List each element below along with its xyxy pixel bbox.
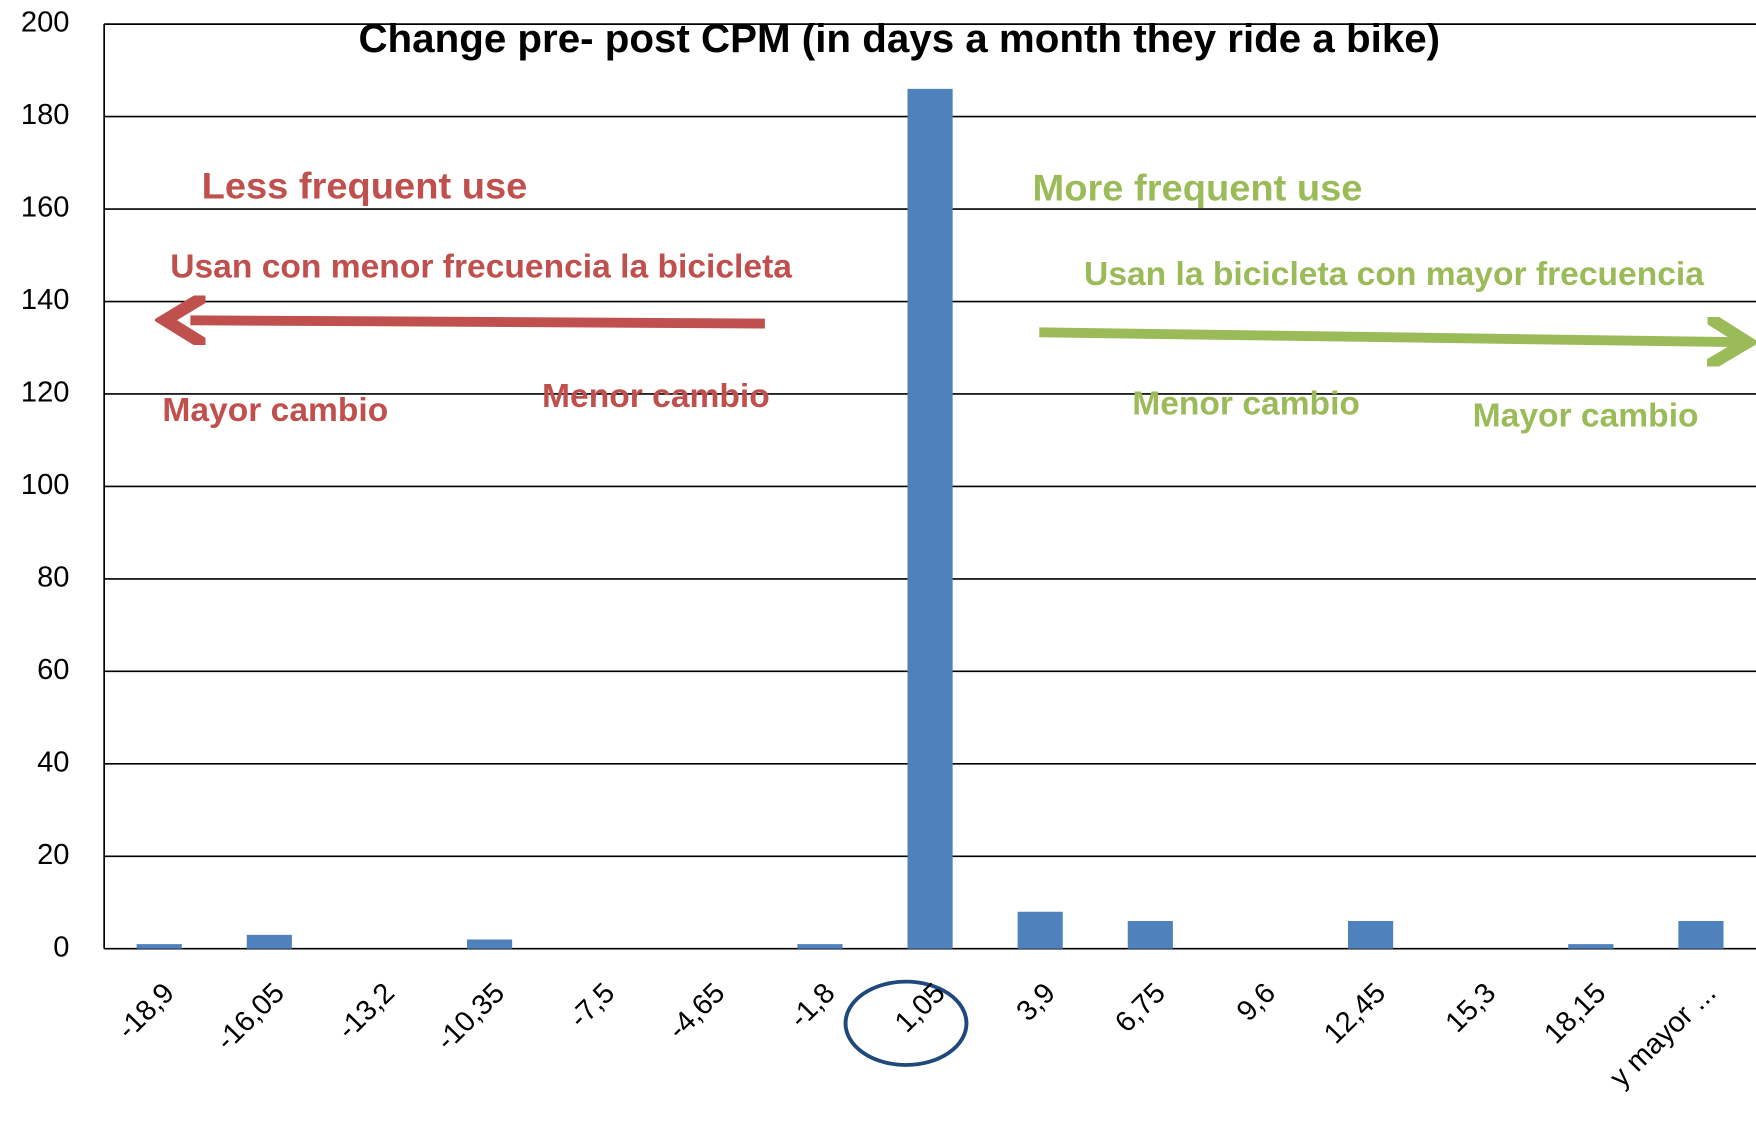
- x-tick-label: 6,75: [1109, 977, 1172, 1039]
- y-tick-label: 40: [37, 747, 69, 779]
- y-tick-label: 0: [53, 932, 69, 964]
- y-tick-label: 60: [37, 654, 69, 686]
- x-tick-label: -4,65: [662, 977, 732, 1045]
- x-tick-label: 1,05: [889, 977, 952, 1039]
- x-tick-label: -7,5: [563, 977, 621, 1034]
- chart-title: Change pre- post CPM (in days a month th…: [358, 17, 1440, 61]
- y-tick-label: 20: [37, 839, 69, 871]
- x-tick-label: -13,2: [331, 977, 401, 1045]
- x-tick-label: 18,15: [1538, 977, 1612, 1050]
- x-tick-label: -18,9: [111, 977, 181, 1045]
- annotation: Usan con menor frecuencia la bicicleta: [170, 249, 792, 286]
- y-tick-label: 100: [21, 469, 70, 501]
- y-tick-label: 120: [21, 377, 70, 409]
- annotation: Mayor cambio: [1473, 398, 1699, 435]
- bar: [246, 934, 292, 949]
- bar: [907, 88, 953, 949]
- annotation: Menor cambio: [1132, 386, 1360, 423]
- x-tick-label: 12,45: [1318, 977, 1392, 1050]
- arrow: [190, 320, 765, 323]
- annotation: More frequent use: [1033, 167, 1363, 209]
- x-tick-label: 9,6: [1231, 977, 1282, 1027]
- y-tick-label: 160: [21, 192, 70, 224]
- bar: [1127, 920, 1173, 949]
- bar: [467, 939, 513, 949]
- x-tick-label: -10,35: [430, 977, 511, 1057]
- annotation: Less frequent use: [202, 165, 528, 207]
- arrow: [1039, 332, 1742, 342]
- x-tick-label: 3,9: [1010, 977, 1061, 1027]
- bar: [1678, 920, 1724, 949]
- annotation: Mayor cambio: [162, 392, 388, 429]
- x-tick-label: 15,3: [1439, 977, 1502, 1039]
- highlight-circle: [843, 979, 969, 1067]
- y-tick-label: 80: [37, 562, 69, 594]
- bar: [136, 944, 182, 949]
- annotation: Usan la bicicleta con mayor frecuencia: [1084, 256, 1704, 293]
- bar: [797, 944, 843, 949]
- x-tick-label: y mayor ...: [1604, 977, 1723, 1093]
- bar: [1347, 920, 1394, 949]
- y-tick-label: 140: [21, 284, 70, 316]
- plot-area: 0 20 40 60 80 100 120 140 160 180 200: [21, 7, 1756, 963]
- x-tick-label: -1,8: [783, 977, 841, 1034]
- annotation: Menor cambio: [542, 378, 770, 415]
- y-tick-label: 200: [21, 7, 70, 39]
- x-tick-label: -16,05: [210, 977, 291, 1057]
- bar: [1017, 911, 1063, 949]
- y-tick-label: 180: [21, 99, 70, 131]
- bar: [1568, 944, 1614, 949]
